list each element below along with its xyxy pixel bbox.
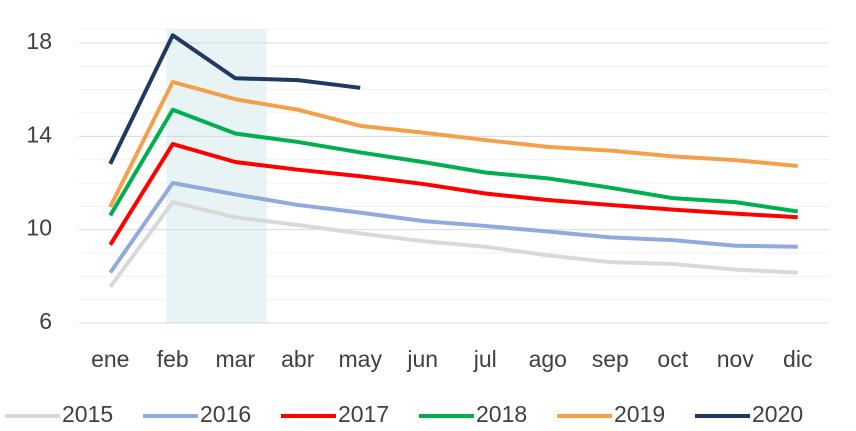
x-tick-label: nov bbox=[717, 346, 755, 372]
x-tick-label: feb bbox=[157, 346, 189, 372]
y-tick-label: 6 bbox=[39, 308, 52, 334]
legend-label: 2017 bbox=[338, 401, 389, 427]
y-tick-label: 18 bbox=[26, 28, 52, 54]
x-tick-label: abr bbox=[281, 346, 315, 372]
legend-label: 2019 bbox=[614, 401, 665, 427]
x-tick-label: jun bbox=[406, 346, 438, 372]
y-tick-label: 14 bbox=[26, 121, 52, 147]
series-line bbox=[108, 181, 798, 274]
x-tick-label: may bbox=[339, 346, 383, 372]
x-tick-label: jul bbox=[473, 346, 497, 372]
x-tick-label: sep bbox=[592, 346, 629, 372]
series-line bbox=[108, 200, 798, 289]
legend-label: 2015 bbox=[62, 401, 113, 427]
x-tick-label: mar bbox=[215, 346, 255, 372]
series-line bbox=[108, 142, 798, 246]
x-tick-label: oct bbox=[657, 346, 688, 372]
legend-label: 2018 bbox=[476, 401, 527, 427]
y-tick-label: 10 bbox=[26, 215, 52, 241]
highlight-band bbox=[166, 29, 267, 323]
x-tick-label: ene bbox=[91, 346, 129, 372]
legend-label: 2020 bbox=[752, 401, 803, 427]
x-tick-label: ago bbox=[529, 346, 567, 372]
series-line bbox=[108, 79, 798, 208]
series-line bbox=[108, 107, 799, 217]
x-tick-label: dic bbox=[783, 346, 812, 372]
series-line bbox=[108, 33, 361, 165]
legend-label: 2016 bbox=[200, 401, 251, 427]
